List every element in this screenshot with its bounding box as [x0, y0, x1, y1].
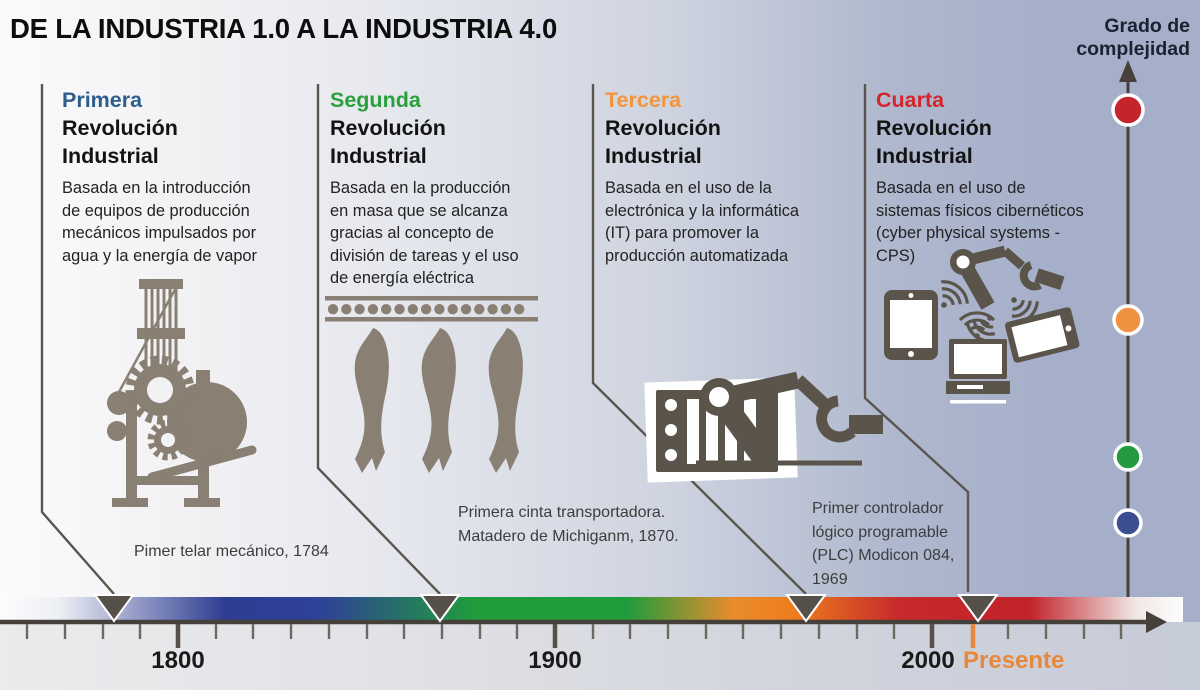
robot-arm-plc-icon: [644, 371, 883, 483]
revolution-title: Revolución: [605, 116, 721, 140]
marker-presente: [957, 594, 999, 623]
timeline-footer-band: [0, 622, 1200, 690]
dot-segunda-revolucion: [1113, 442, 1143, 472]
complexity-axis-label: Grado de complejidad: [1076, 15, 1190, 60]
present-label: Presente: [963, 647, 1065, 674]
dot-cuarta-revolucion: [1111, 93, 1145, 127]
year-label-1900: 1900: [528, 647, 582, 674]
column-primera-revolucion: Primera Revolución Industrial Basada en …: [62, 86, 314, 267]
marker-1969: [785, 594, 827, 623]
complexity-arrow-icon: [1119, 60, 1137, 82]
revolution-description: Basada en el uso de sistemas físicos cib…: [876, 179, 1084, 265]
revolution-title: Industrial: [876, 144, 973, 168]
dot-tercera-revolucion: [1112, 304, 1144, 336]
revolution-title: Industrial: [62, 144, 159, 168]
year-label-1800: 1800: [151, 647, 205, 674]
complexity-axis: [1111, 60, 1145, 597]
ordinal-label: Cuarta: [876, 88, 945, 112]
column-segunda-revolucion: Segunda Revolución Industrial Basada en …: [330, 86, 582, 290]
ordinal-label: Primera: [62, 88, 143, 112]
ordinal-label: Segunda: [330, 88, 421, 112]
revolution-title: Revolución: [876, 116, 992, 140]
conveyor-hanging-meat-icon: [325, 296, 538, 473]
page-title: DE LA INDUSTRIA 1.0 A LA INDUSTRIA 4.0: [10, 13, 558, 44]
timeline-axis: [0, 611, 1167, 648]
marker-1784: [93, 594, 135, 623]
connected-devices-icon: [884, 245, 1080, 404]
column-tercera-revolucion: Tercera Revolución Industrial Basada en …: [605, 86, 863, 267]
marker-1870: [419, 594, 461, 623]
column-connector-lines: [40, 84, 970, 595]
revolution-title: Industrial: [330, 144, 427, 168]
timeline-event-markers: [93, 594, 999, 623]
revolution-description: Basada en la introducción de equipos de …: [62, 179, 258, 265]
dot-primera-revolucion: [1113, 508, 1143, 538]
column-cuarta-revolucion: Cuarta Revolución Industrial Basada en e…: [876, 86, 1128, 267]
revolution-title: Industrial: [605, 144, 702, 168]
revolution-title: Revolución: [62, 116, 178, 140]
ordinal-label: Tercera: [605, 88, 682, 112]
revolution-description: Basada en el uso de la electrónica y la …: [605, 179, 800, 265]
annotation-telar-1784: Pimer telar mecánico, 1784: [134, 543, 329, 560]
timeline-minor-ticks: [25, 624, 1123, 639]
annotation-plc-1969: Primer controlador lógico programable (P…: [812, 500, 955, 588]
revolution-title: Revolución: [330, 116, 446, 140]
annotation-cinta-1870: Primera cinta transportadora. Matadero d…: [458, 504, 679, 545]
mechanical-loom-icon: [107, 279, 257, 507]
year-label-2000: 2000: [901, 647, 955, 674]
revolution-description: Basada en la producción en masa que se a…: [330, 179, 519, 288]
timeline-gradient-bar: [0, 597, 1183, 622]
timeline-major-ticks: [175, 624, 935, 648]
